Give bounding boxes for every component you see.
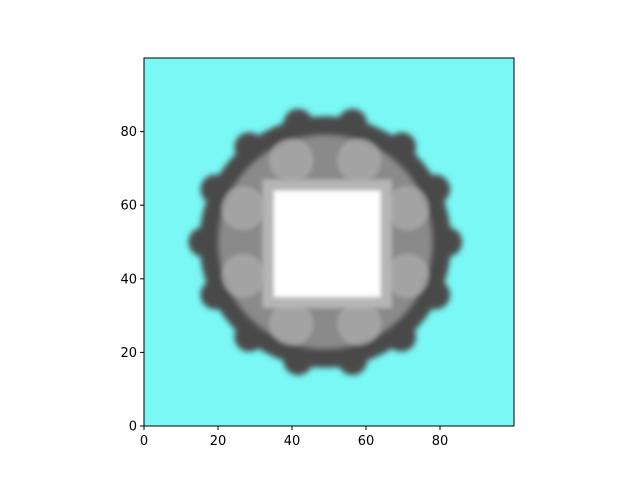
y-tick-label: 40	[120, 272, 137, 287]
ring-segment	[385, 253, 430, 298]
ring-bump	[386, 322, 417, 352]
y-tick-label: 60	[120, 199, 137, 214]
ring-bump	[200, 279, 231, 310]
ring-bump	[283, 108, 313, 139]
ring-segment	[337, 138, 382, 183]
ring-bump	[234, 132, 264, 162]
ring-segment	[269, 138, 314, 183]
x-tick-label: 20	[210, 434, 227, 449]
x-tick-label: 40	[284, 434, 301, 449]
y-tick-label: 0	[129, 420, 137, 435]
heatmap-image	[188, 108, 463, 376]
x-axis: 0 20 40 60 80	[140, 426, 448, 449]
ring-bump	[337, 108, 368, 139]
center-square	[273, 190, 381, 298]
ring-segment	[221, 186, 266, 231]
axes-frame	[143, 57, 515, 427]
ring-bump	[386, 132, 417, 162]
y-tick-label: 20	[120, 346, 137, 361]
x-tick-label: 60	[358, 434, 375, 449]
x-tick-label: 0	[140, 434, 148, 449]
ring-bump	[420, 174, 451, 205]
ring-segment	[269, 301, 314, 346]
y-axis: 0 20 40 60 80	[120, 125, 144, 435]
ring-bump	[188, 227, 218, 257]
ring-bump	[432, 227, 463, 257]
ring-segment	[385, 186, 430, 231]
ring-bump	[283, 345, 313, 376]
center-square-rect	[273, 190, 381, 298]
ring-bump	[200, 174, 231, 205]
ring-segments	[221, 138, 430, 346]
ring-segment	[337, 301, 382, 346]
ring-bump	[337, 345, 368, 376]
ring-segment	[221, 253, 266, 298]
ring-bump	[420, 279, 451, 310]
ring-bump	[234, 322, 264, 352]
x-tick-label: 80	[432, 434, 449, 449]
y-tick-label: 80	[120, 125, 137, 140]
